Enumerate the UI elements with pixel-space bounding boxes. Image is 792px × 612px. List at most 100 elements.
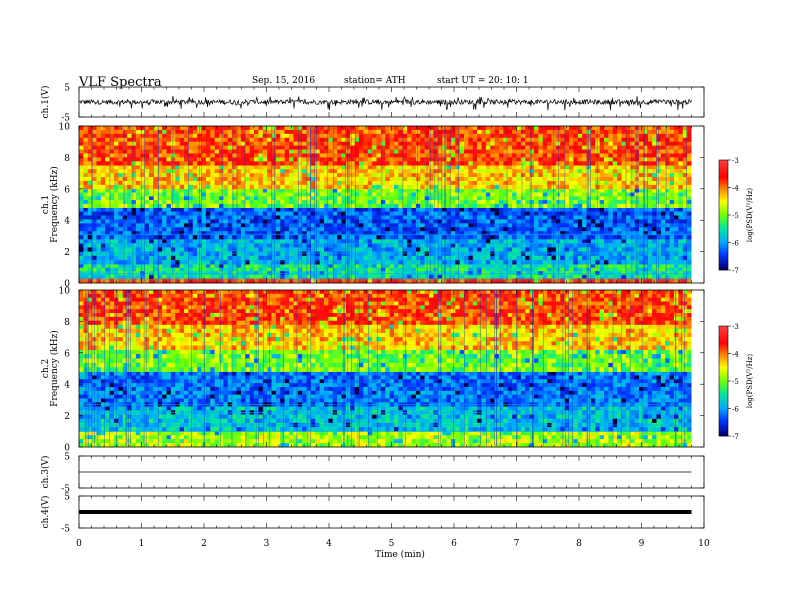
spectrogram-cell	[660, 207, 666, 212]
spectrogram-cell	[494, 133, 500, 139]
spectrogram-cell	[455, 137, 460, 142]
spectrogram-cell	[118, 278, 124, 284]
spectrogram-cell	[433, 129, 439, 135]
spectrogram-cell	[516, 211, 522, 216]
spectrogram-cell	[617, 126, 622, 131]
spectrogram-cell	[153, 264, 159, 268]
spectrogram-cell	[232, 133, 237, 139]
spectrogram-cell	[227, 274, 233, 279]
spectrogram-cell	[192, 274, 198, 279]
spectrogram-cell	[507, 259, 513, 265]
spectrogram-cell	[415, 264, 421, 268]
spectrogram-cell	[315, 165, 320, 170]
spectrogram-cell	[192, 133, 198, 139]
spectrogram-cell	[127, 173, 132, 178]
spectrogram-cell	[520, 235, 526, 240]
spectrogram-cell	[569, 165, 574, 170]
spectrogram-cell	[407, 129, 412, 135]
spectrogram-cell	[538, 141, 544, 146]
spectrogram-cell	[542, 264, 548, 268]
spectrogram-cell	[236, 219, 242, 224]
spectrogram-cell	[210, 227, 215, 232]
spectrogram-cell	[380, 200, 386, 205]
spectrogram-cell	[687, 203, 692, 208]
spectrogram-cell	[507, 184, 513, 190]
spectrogram-cell	[210, 129, 215, 135]
spectrogram-cell	[398, 247, 404, 252]
spectrogram-cell	[652, 251, 657, 257]
spectrogram-cell	[184, 180, 189, 186]
spectrogram-cell	[367, 126, 373, 131]
spectrogram-cell	[569, 180, 574, 186]
spectrogram-cell	[595, 137, 600, 142]
spectrogram-cell	[341, 251, 347, 257]
spectrogram-cell	[468, 173, 474, 178]
spectrogram-cell	[625, 235, 631, 240]
spectrogram-cell	[573, 278, 579, 284]
spectrogram-cell	[464, 264, 469, 268]
spectrogram-cell	[131, 264, 137, 268]
spectrogram-cell	[214, 192, 220, 197]
spectrogram-cell	[184, 137, 189, 142]
spectrogram-cell	[503, 184, 509, 190]
spectrogram-cell	[468, 251, 474, 257]
spectrogram-cell	[569, 133, 574, 139]
spectrogram-cell	[118, 211, 124, 216]
spectrogram-cell	[162, 271, 167, 276]
spectrogram-cell	[328, 126, 334, 131]
spectrogram-cell	[376, 177, 382, 182]
spectrogram-cell	[389, 165, 395, 170]
spectrogram-cell	[205, 255, 211, 261]
spectrogram-cell	[184, 255, 189, 261]
spectrogram-cell	[525, 231, 530, 236]
spectrogram-cell	[630, 247, 635, 252]
spectrogram-cell	[674, 231, 679, 236]
spectrogram-cell	[429, 180, 434, 186]
spectrogram-cell	[236, 184, 242, 190]
spectrogram-cell	[284, 192, 290, 197]
spectrogram-cell	[210, 192, 215, 197]
spectrogram-cell	[223, 173, 229, 178]
spectrogram-cell	[341, 188, 347, 193]
spectrogram-cell	[87, 271, 93, 276]
spectrogram-cell	[184, 188, 189, 193]
spectrogram-cell	[367, 231, 373, 236]
spectrogram-cell	[499, 133, 504, 139]
spectrogram-cell	[652, 169, 657, 174]
spectrogram-cell	[450, 243, 456, 248]
spectrogram-cell	[254, 200, 259, 205]
spectrogram-cell	[131, 211, 137, 216]
spectrogram-cell	[468, 255, 474, 261]
spectrogram-cell	[324, 126, 329, 131]
spectrogram-cell	[105, 137, 110, 142]
spectrogram-cell	[555, 274, 561, 279]
spectrogram-cell	[328, 196, 334, 201]
spectrogram-cell	[258, 271, 264, 276]
spectrogram-cell	[634, 271, 640, 276]
spectrogram-cell	[376, 203, 382, 208]
spectrogram-cell	[639, 243, 644, 248]
spectrogram-cell	[394, 180, 399, 186]
spectrogram-cell	[477, 274, 482, 279]
spectrogram-cell	[660, 255, 666, 261]
spectrogram-cell	[118, 165, 124, 170]
spectrogram-cell	[485, 235, 491, 240]
spectrogram-cell	[275, 267, 281, 272]
spectrogram-cell	[617, 200, 622, 205]
spectrogram-cell	[499, 223, 504, 228]
spectrogram-cell	[499, 243, 504, 248]
spectrogram-cell	[599, 188, 605, 193]
spectrogram-cell	[188, 137, 194, 142]
spectrogram-cell	[219, 219, 224, 224]
spectrogram-cell	[149, 235, 154, 240]
spectrogram-cell	[100, 192, 106, 197]
spectrogram-cell	[157, 215, 163, 220]
spectrogram-cell	[520, 219, 526, 224]
spectrogram-cell	[437, 215, 443, 220]
spectrogram-cell	[280, 200, 285, 205]
spectrogram-cell	[472, 231, 478, 236]
spectrogram-cell	[162, 200, 167, 205]
spectrogram-cell	[586, 251, 592, 257]
spectrogram-cell	[232, 180, 237, 186]
spectrogram-cell	[232, 243, 237, 248]
